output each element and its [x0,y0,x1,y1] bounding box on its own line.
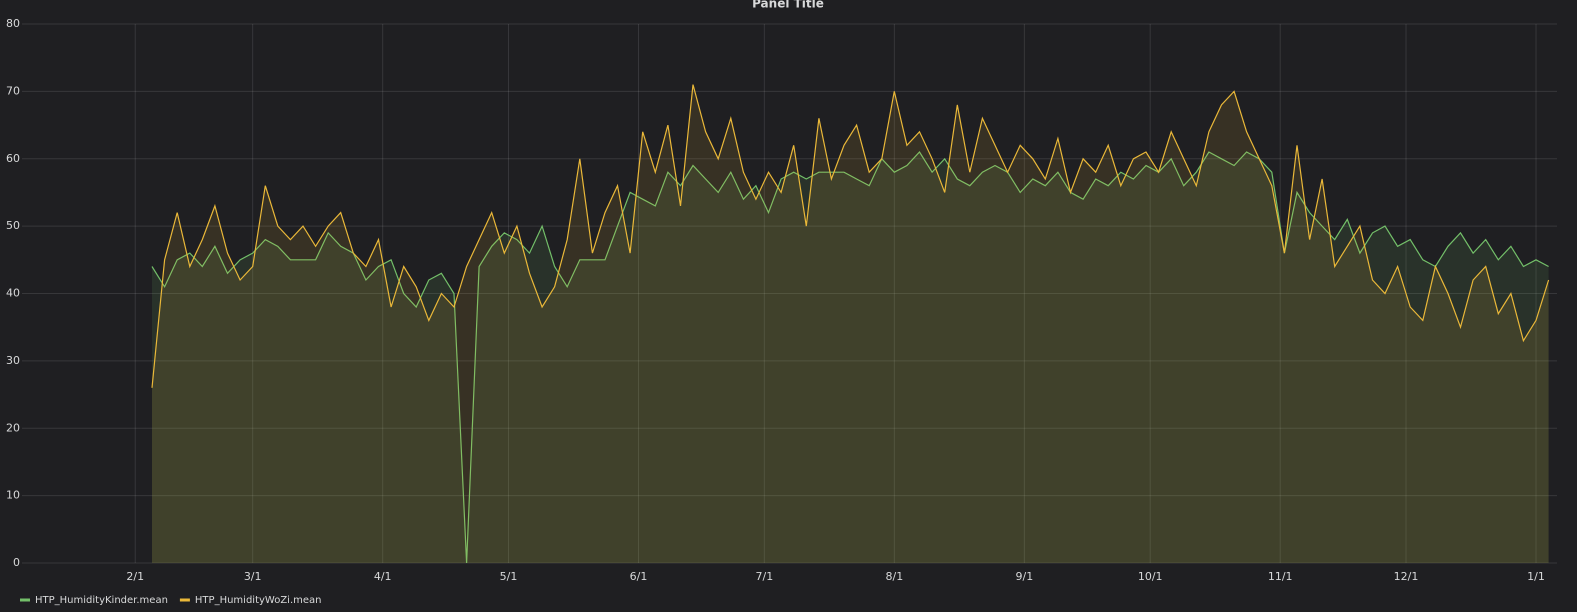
x-tick-label: 5/1 [500,570,518,583]
series-area [152,84,1549,563]
x-tick-label: 2/1 [126,570,144,583]
x-tick-label: 7/1 [755,570,773,583]
y-tick-label: 50 [6,219,20,232]
x-tick-label: 6/1 [630,570,648,583]
series-line [151,151,1549,564]
x-tick-label: 1/1 [1527,570,1545,583]
y-tick-label: 20 [6,421,20,434]
legend-swatch [20,598,30,602]
chart-title: Panel Title [752,0,824,11]
x-tick-label: 12/1 [1394,570,1419,583]
x-tick-label: 10/1 [1138,570,1163,583]
x-tick-label: 9/1 [1016,570,1034,583]
x-tick-label: 8/1 [885,570,903,583]
legend-label: HTP_HumidityWoZi.mean [195,595,322,606]
x-tick-label: 11/1 [1268,570,1293,583]
y-tick-label: 80 [6,17,20,30]
y-tick-label: 70 [6,84,20,97]
y-tick-label: 30 [6,354,20,367]
y-tick-label: 10 [6,489,20,502]
y-tick-label: 60 [6,152,20,165]
series-area [152,152,1549,563]
legend-swatch [179,598,190,602]
x-tick-label: 3/1 [244,570,262,583]
y-tick-label: 0 [13,556,20,569]
series-line [151,84,1550,388]
x-tick-label: 4/1 [374,570,392,583]
legend-label: HTP_HumidityKinder.mean [35,595,168,606]
y-tick-label: 40 [6,287,20,300]
